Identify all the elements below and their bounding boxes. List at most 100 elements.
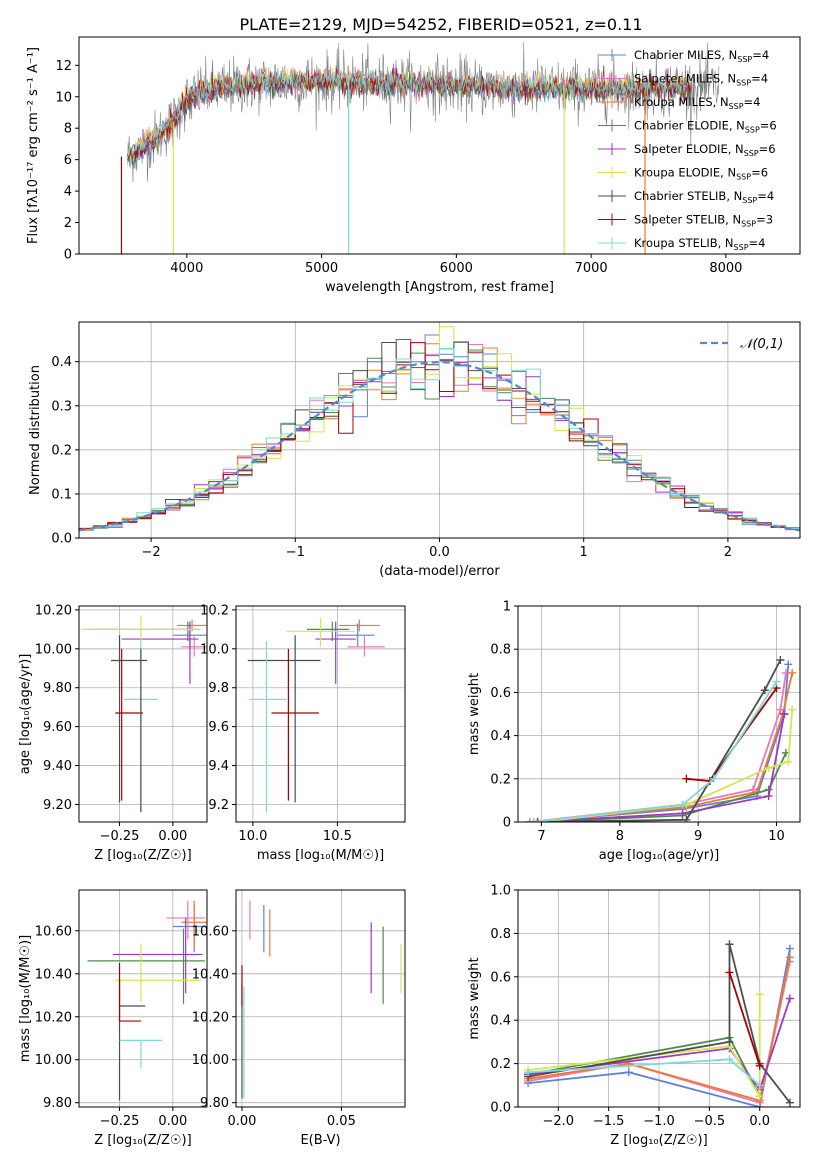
y-tick-label: 8 [64, 122, 72, 137]
errorbar-point-chabrier_miles [337, 623, 375, 647]
weight-marker [764, 792, 773, 801]
legend-entry-normal: 𝒩(0,1) [740, 337, 783, 352]
weight-line-salpeter_elodie [533, 713, 786, 822]
x-tick-label: 0.0 [749, 1114, 770, 1129]
mass_vs_ebv-plot [241, 900, 402, 1099]
errorbar-point-kroupa_miles [339, 619, 380, 632]
weight-marker [709, 774, 718, 783]
x-axis-label: Z [log₁₀(Z/Z☉)] [94, 848, 191, 863]
x-tick-label: 10.5 [323, 829, 352, 844]
mass_weight_vs_Z-frame: −2.0 −1.5 −1.0 −0.5 0.0 0.0 0.2 0.4 0.6 0.8 1.0 Z [… [467, 884, 801, 1148]
x-tick-label: −0.25 [100, 829, 140, 844]
y-tick-label: 0 [503, 816, 511, 831]
errorbar-point-salpeter_elodie [315, 621, 356, 684]
normal-curve [79, 360, 800, 532]
x-tick-label: −0.5 [694, 1114, 726, 1129]
weight-marker [725, 940, 734, 949]
y-tick-label: 10.20 [192, 1010, 229, 1025]
errorbar-point-chabrier_elodie [87, 928, 205, 1004]
y-tick-label: 2 [64, 216, 72, 231]
weight-marker [755, 1092, 764, 1101]
y-tick-label: 0.4 [490, 729, 511, 744]
x-axis-label: wavelength [Angstrom, rest frame] [325, 280, 554, 295]
errorbar-point-chabrier_stelib [247, 635, 321, 803]
x-tick-label: −1.0 [643, 1114, 675, 1129]
y-tick-label: 0.1 [51, 487, 72, 502]
weight-marker [760, 686, 769, 695]
weight-marker [678, 809, 687, 818]
y-tick-label: 9.80 [200, 1096, 229, 1111]
y-tick-label: 9.80 [43, 1096, 72, 1111]
axes-frame [78, 605, 208, 823]
legend-entry-kroupa_stelib: Kroupa STELIB, NSSP=4 [634, 236, 765, 252]
weight-marker [776, 656, 785, 664]
y-tick-label: 1 [503, 600, 511, 615]
y-tick-label: 10.2 [200, 603, 229, 618]
spectrum-plot [120, 42, 720, 254]
y-tick-label: 0 [64, 248, 72, 263]
x-tick-label: 0.00 [158, 829, 187, 844]
mass_vs_Z-frame: −0.25 0.00 9.80 10.00 10.20 10.40 10.60 Z [log₁… [18, 889, 208, 1148]
weight-marker [533, 818, 542, 822]
age_vs_mass-axes [236, 606, 405, 822]
x-tick-label: 10 [768, 829, 785, 844]
x-tick-label: 1 [580, 545, 588, 560]
model-line-kroupa_stelib [127, 67, 693, 169]
weight-line-kroupa_stelib [533, 681, 778, 822]
errorbar-point-kroupa_elodie [81, 615, 201, 645]
age_vs_Z-plot [81, 615, 207, 813]
errorbar-point-kroupa_elodie [115, 943, 201, 1002]
weight-marker [525, 818, 534, 822]
observed-spectrum-line [127, 42, 720, 183]
y-tick-label: 6 [64, 153, 72, 168]
weight-marker [788, 705, 797, 714]
errorbar-point-salpeter_stelib [271, 648, 319, 801]
weight-marker [785, 953, 794, 962]
weight-marker [764, 764, 773, 772]
weight-marker [785, 944, 794, 953]
y-tick-label: 9.20 [43, 798, 72, 813]
weight-marker [725, 1055, 734, 1064]
errorbar-point-chabrier_stelib [111, 635, 148, 803]
x-tick-label: 6000 [440, 261, 473, 276]
x-tick-label: −2.0 [542, 1114, 574, 1129]
y-tick-label: 0.8 [490, 643, 511, 658]
x-tick-label: 0.00 [227, 1114, 256, 1129]
y-axis-label: Normed distribution [28, 365, 43, 495]
legend-entry-salpeter_miles: Salpeter MILES, NSSP=4 [634, 72, 768, 88]
y-tick-label: 4 [64, 185, 72, 200]
x-tick-label: 9 [694, 829, 702, 844]
errorbar-point-kroupa_stelib [119, 1039, 163, 1069]
mass_vs_ebv-frame: 0.00 0.05 9.80 10.00 10.20 10.40 10.60 E(B-V) [192, 889, 406, 1148]
weight-line-chabrier_stelib [537, 659, 782, 822]
y-tick-label: 9.8 [208, 681, 229, 696]
axes-frame [517, 605, 801, 823]
y-tick-label: 10.20 [35, 603, 72, 618]
y-axis-label: age [log₁₀(age/yr)] [18, 654, 33, 775]
errorbar-point-salpeter_miles [347, 635, 385, 657]
weight-marker [772, 677, 781, 686]
residuals-frame: −2 −1 0.0 1 2 0.0 0.1 0.2 0.3 0.4 (data-model)/err… [28, 321, 801, 579]
x-tick-label: 5000 [305, 261, 338, 276]
weight-marker [784, 757, 793, 766]
weight-marker [785, 994, 794, 1003]
y-tick-label: 10.00 [35, 642, 72, 657]
y-tick-label: 10.20 [35, 1010, 72, 1025]
weight-marker [755, 1081, 764, 1090]
y-axis-label: mass [log₁₀(M/M☉)] [18, 935, 33, 1062]
y-tick-label: 0.4 [51, 355, 72, 370]
x-tick-label: 7 [537, 829, 545, 844]
x-tick-label: −2 [142, 545, 161, 560]
mass_weight_vs_age-frame: 7 8 9 10 0 0.2 0.4 0.6 0.8 1 age [log₁₀(age/yr)] ma… [467, 600, 801, 863]
errorbar-point-chabrier_elodie [89, 621, 199, 642]
x-tick-label: −0.25 [100, 1114, 140, 1129]
x-tick-label: −1.5 [593, 1114, 625, 1129]
y-tick-label: 10.00 [35, 1053, 72, 1068]
axes-frame [78, 889, 208, 1108]
y-tick-label: 12 [55, 59, 72, 74]
y-tick-label: 0.3 [51, 399, 72, 414]
y-tick-label: 10.40 [35, 967, 72, 982]
legend-entry-chabrier_miles: Chabrier MILES, NSSP=4 [634, 48, 769, 64]
weight-marker [682, 815, 691, 822]
